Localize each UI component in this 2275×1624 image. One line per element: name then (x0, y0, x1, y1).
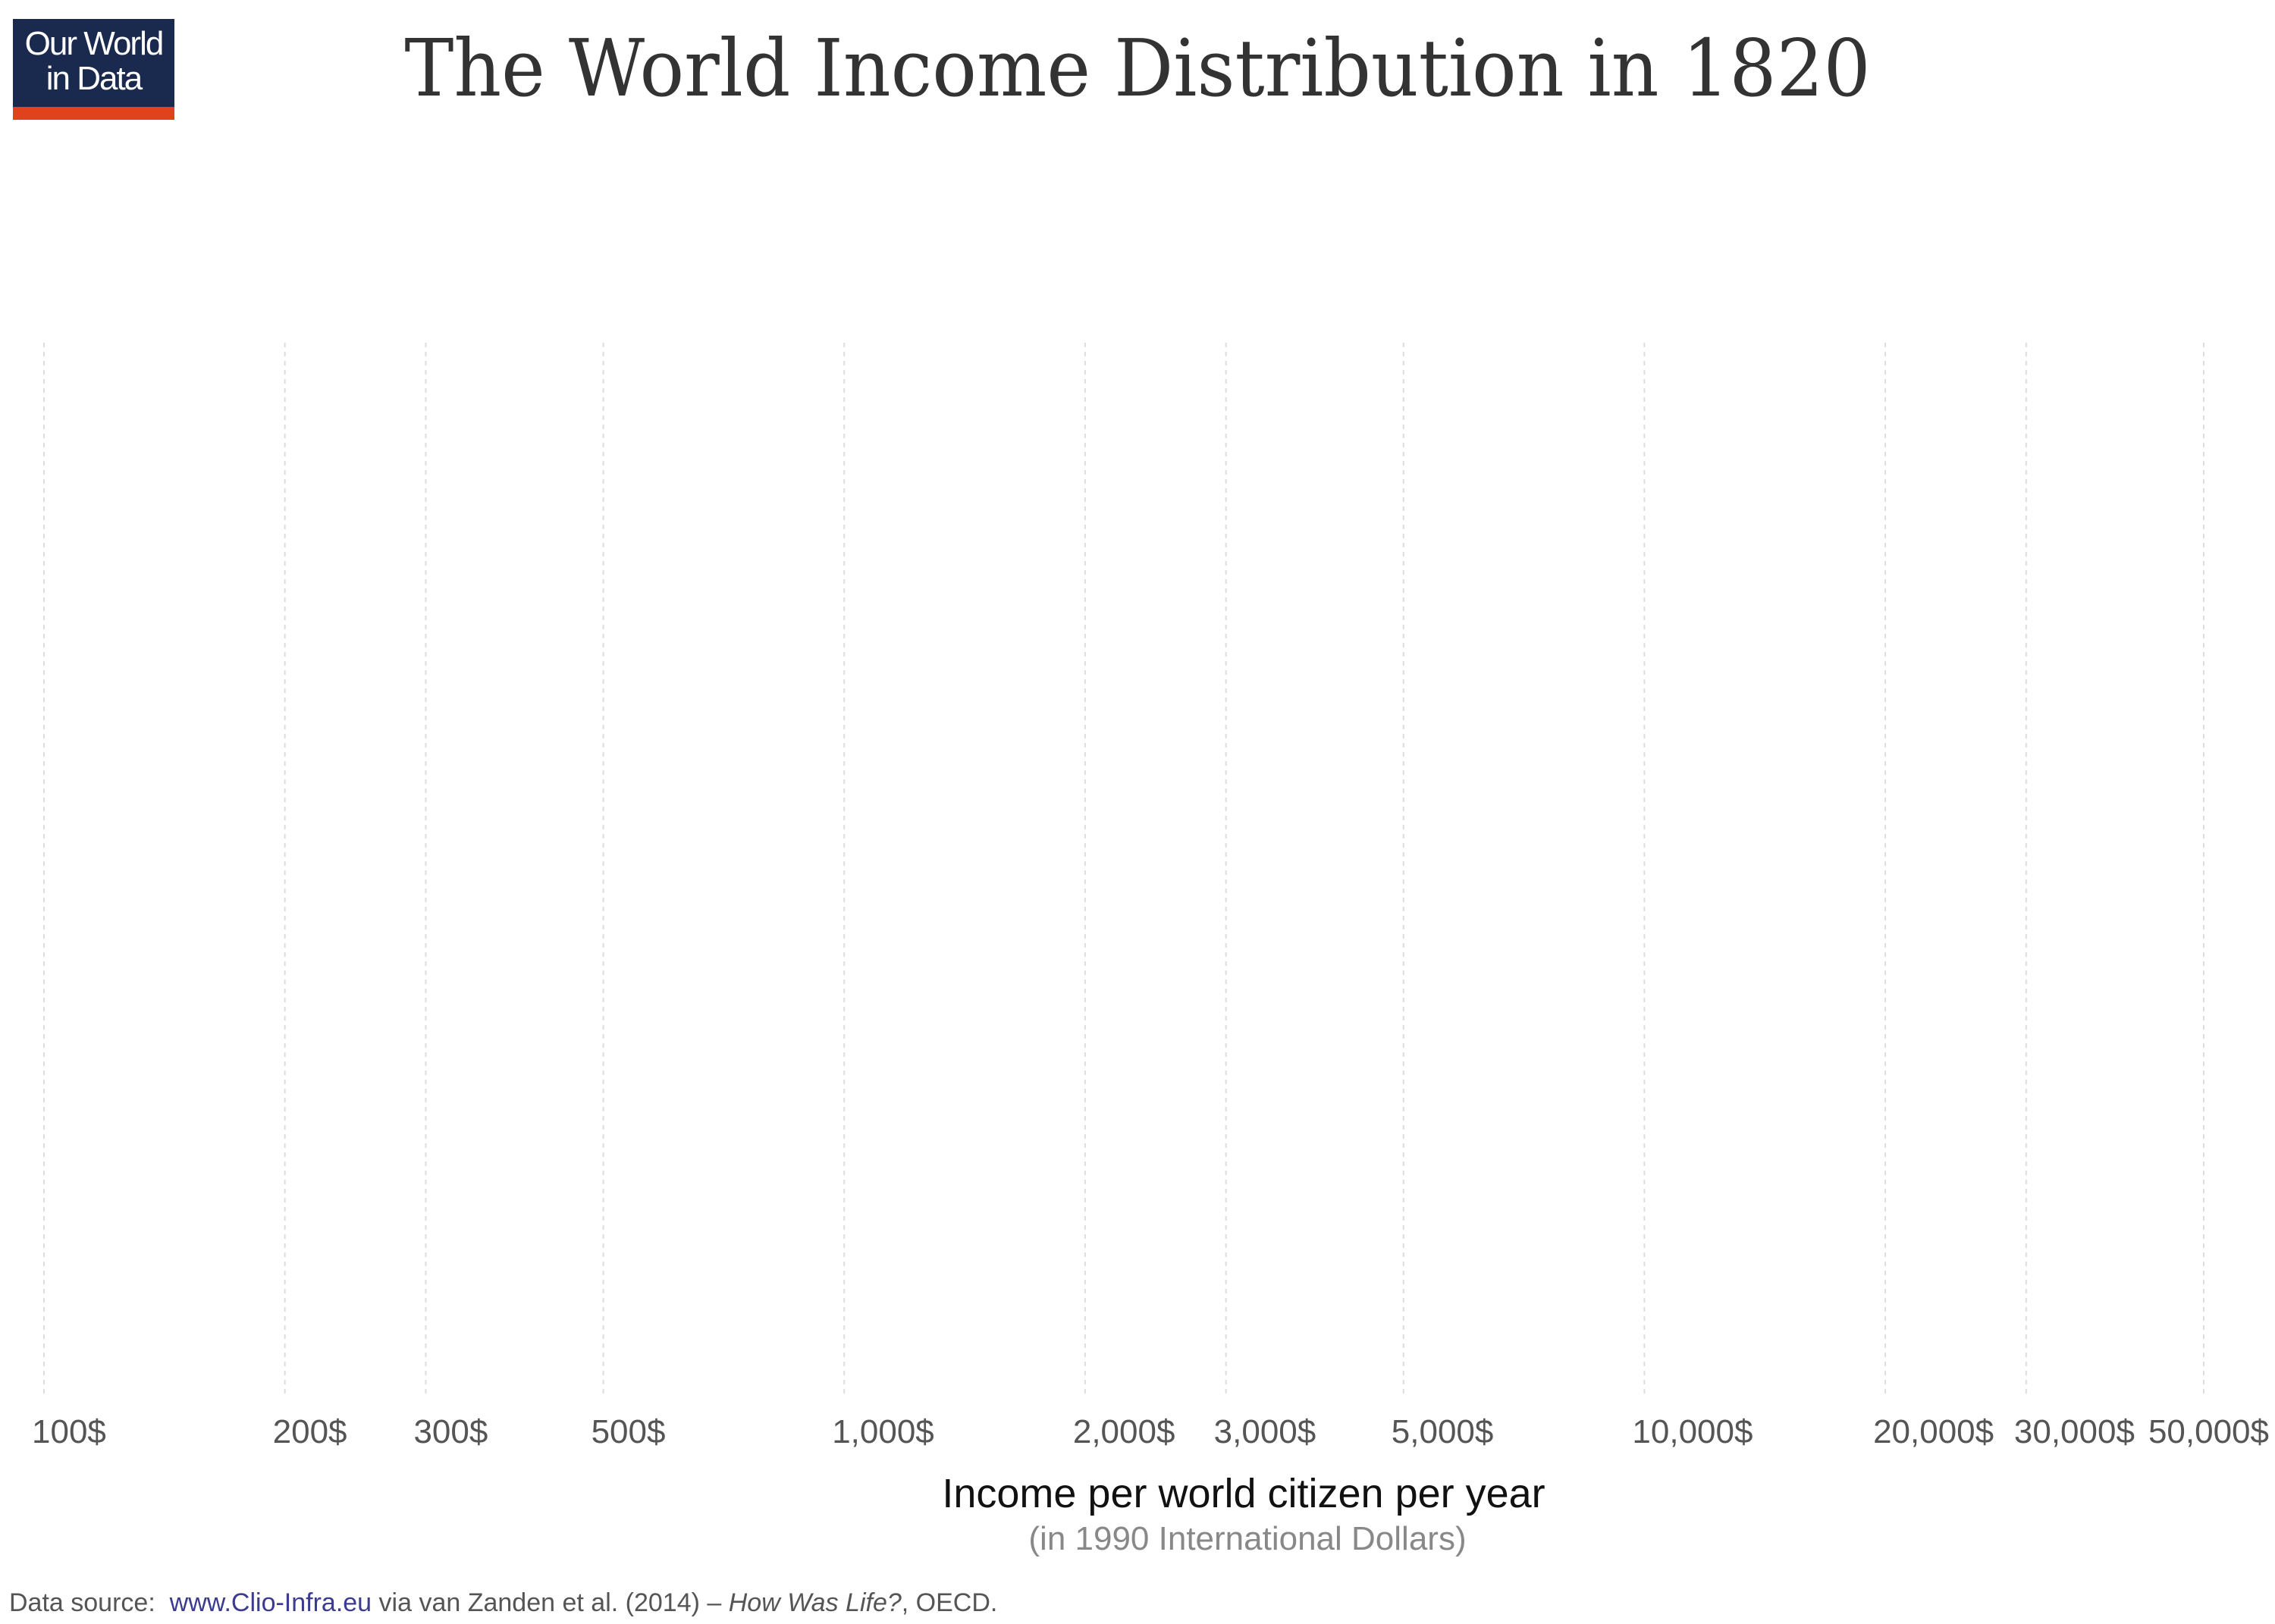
x-tick-label: 30,000$ (2014, 1413, 2135, 1450)
x-tick-labels: 100$ 200$ 300$ 500$ 1,000$ 2,000$ 3,000$ 5,000$… (32, 1413, 2269, 1450)
x-tick-label: 2,000$ (1073, 1413, 1175, 1450)
x-axis-sublabel: (in 1990 International Dollars) (1028, 1520, 1467, 1557)
logo-accent-bar (13, 107, 174, 120)
logo-line-1: Our World (24, 25, 165, 62)
chart-title: The World Income Distribution in 1820 (404, 22, 1871, 114)
x-tick-label: 200$ (273, 1413, 347, 1450)
source-publication: How Was Life? (728, 1588, 902, 1617)
x-tick-label: 3,000$ (1214, 1413, 1316, 1450)
grid-lines (43, 343, 2204, 1394)
data-source-note: Data source: www.Clio-Infra.eu via van Z… (9, 1588, 997, 1618)
x-tick-label: 100$ (32, 1413, 106, 1450)
chart-plot: 100$ 200$ 300$ 500$ 1,000$ 2,000$ 3,000$ 5,000$… (32, 343, 2269, 1450)
x-axis-label: Income per world citizen per year (942, 1471, 1545, 1516)
source-middle: via van Zanden et al. (2014) – (378, 1588, 722, 1617)
x-tick-label: 1,000$ (832, 1413, 934, 1450)
source-link[interactable]: www.Clio-Infra.eu (169, 1588, 372, 1617)
x-tick-label: 5,000$ (1392, 1413, 1494, 1450)
x-tick-label: 300$ (413, 1413, 488, 1450)
source-prefix: Data source: (9, 1588, 155, 1617)
x-tick-label: 500$ (592, 1413, 666, 1450)
x-tick-label: 50,000$ (2148, 1413, 2269, 1450)
logo-line-2: in Data (46, 60, 143, 97)
source-suffix: , OECD. (901, 1588, 998, 1617)
x-tick-label: 10,000$ (1632, 1413, 1753, 1450)
owid-logo: Our World in Data (13, 19, 174, 120)
x-tick-label: 20,000$ (1873, 1413, 1994, 1450)
